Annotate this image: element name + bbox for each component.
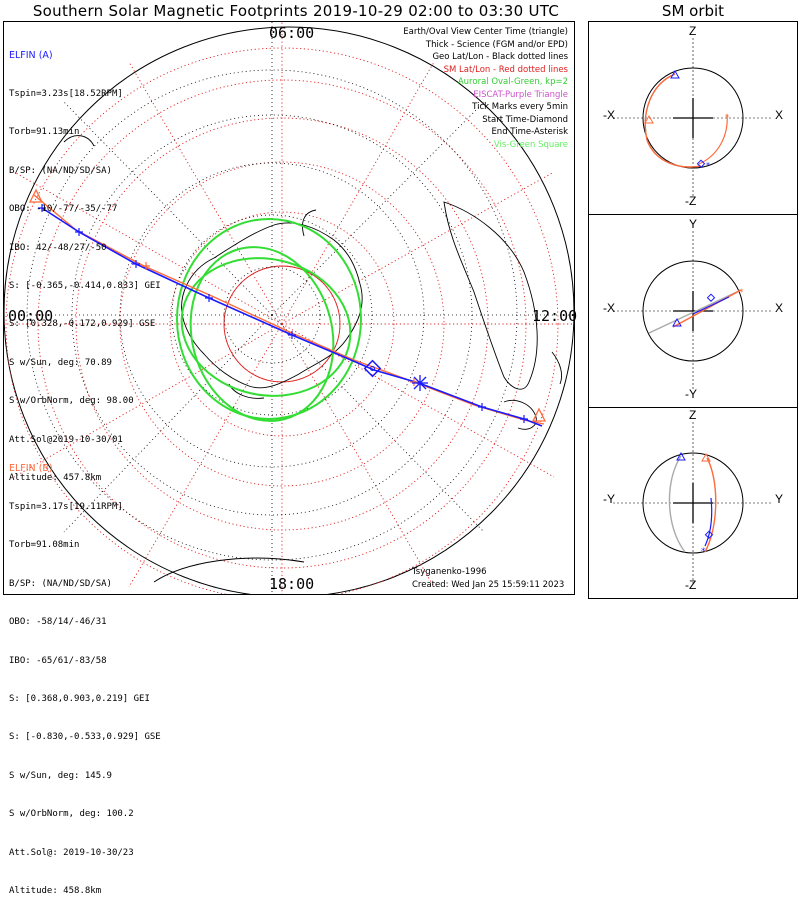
- legend-item: End Time-Asterisk: [491, 127, 568, 137]
- elfin-a-line: IBO: 42/-48/27/-50: [9, 242, 107, 253]
- legend-item: Auroral Oval-Green, kp=2: [457, 77, 568, 87]
- elfin-b-line: S w/Sun, deg: 145.9: [9, 770, 112, 781]
- start-diamond-dot: [370, 366, 375, 371]
- orbit-panel-xy: * Y -Y -X X: [588, 214, 798, 408]
- orbit-plot-xz: * *: [613, 38, 773, 198]
- credit-text: Tsyganenko-1996: [412, 567, 487, 577]
- axis-label-top: Y: [689, 217, 698, 231]
- legend-item: Earth/Oval View Center Time (triangle): [403, 27, 568, 37]
- elfin-a-line: S: [0.328,-0.172,0.929] GSE: [9, 319, 156, 330]
- elfin-b-line: Altitude: 458.8km: [9, 885, 102, 896]
- elfin-b-line: IBO: -65/61/-83/58: [9, 655, 107, 666]
- elfin-a-line: S w/Sun, deg: 70.89: [9, 357, 112, 368]
- axis-label-top: Z: [689, 408, 697, 422]
- view-center-triangle-a: [28, 188, 44, 203]
- legend-item: Vis-Green Square: [493, 139, 568, 150]
- view-center-triangle-b: [531, 407, 547, 422]
- mlt-label-top: 06:00: [269, 24, 315, 42]
- mlt-label-right: 12:00: [532, 307, 578, 325]
- orbit-panel-yz: * Z -Z -Y Y: [588, 407, 798, 599]
- legend-item: Tick Marks every 5min: [472, 102, 568, 112]
- legend-item: EISCAT-Purple Triangle: [473, 89, 568, 100]
- legend-item: Thick - Science (FGM and/or EPD): [425, 39, 568, 50]
- elfin-a-line: Tspin=3.23s[18.52RPM]: [9, 88, 123, 99]
- elfin-b-line: Att.Sol@: 2019-10-30/23: [9, 847, 134, 858]
- sm-grid: [4, 22, 574, 594]
- svg-text:*: *: [739, 288, 744, 298]
- continent-outlines: [63, 135, 563, 583]
- svg-text:*: *: [706, 161, 710, 170]
- orbit-plot-xy: *: [613, 231, 773, 391]
- mlt-label-left: 00:00: [8, 307, 54, 325]
- elfin-b-line: S: [0.368,0.903,0.219] GEI: [9, 693, 150, 704]
- earth-disc: [4, 26, 574, 594]
- axis-label-right: X: [775, 301, 784, 315]
- elfin-b-name: ELFIN (B): [9, 462, 53, 474]
- elfin-b-info: ELFIN (B) Tspin=3.17s[19.11RPM] Torb=91.…: [9, 437, 161, 923]
- orbit-title: SM orbit: [661, 2, 725, 20]
- axis-label-left: -X: [603, 108, 615, 122]
- axis-label-left: -Y: [603, 492, 615, 506]
- axis-label-right: Y: [775, 492, 784, 506]
- start-diamond: [363, 359, 382, 378]
- elfin-a-name: ELFIN (A): [9, 49, 53, 61]
- axis-label-left: -X: [603, 301, 615, 315]
- geo-grid: [4, 22, 574, 594]
- elfin-a-line: S: [-0.365,-0.414,0.833] GEI: [9, 280, 161, 291]
- orbit-panel-xz: * * Z -Z -X X: [588, 21, 798, 215]
- auroral-ovals: [176, 218, 362, 422]
- elfin-b-line: B/SP: (NA/ND/SD/SA): [9, 578, 112, 589]
- elfin-b-ticks: [142, 262, 418, 386]
- orbit-plot-yz: *: [613, 422, 773, 584]
- legend-item: SM Lat/Lon - Red dotted lines: [443, 64, 568, 75]
- elfin-b-line: S w/OrbNorm, deg: 100.2: [9, 809, 134, 820]
- end-asterisk: [412, 375, 428, 391]
- legend-item: Geo Lat/Lon - Black dotted lines: [432, 52, 568, 62]
- elfin-a-info: ELFIN (A) Tspin=3.23s[18.52RPM] Torb=91.…: [9, 24, 161, 510]
- legend: Earth/Oval View Center Time (triangle) T…: [403, 26, 568, 151]
- created-text: Created: Wed Jan 25 15:59:11 2023: [412, 580, 565, 590]
- axis-label-bottom: -Z: [685, 194, 697, 208]
- axis-label-top: Z: [689, 24, 697, 38]
- elfin-b-line: Torb=91.08min: [9, 540, 80, 551]
- svg-text:*: *: [701, 547, 706, 557]
- page-title: Southern Solar Magnetic Footprints 2019-…: [32, 2, 560, 20]
- elfin-b-line: S: [-0.830,-0.533,0.929] GSE: [9, 732, 161, 743]
- elfin-a-line: OBO: -10/-77/-35/-77: [9, 204, 118, 215]
- elfin-b-line: Tspin=3.17s[19.11RPM]: [9, 501, 123, 512]
- footprint-map-frame: ELFIN (A) Tspin=3.23s[18.52RPM] Torb=91.…: [3, 21, 578, 896]
- svg-text:*: *: [725, 113, 729, 122]
- elfin-a-line: B/SP: (NA/ND/SD/SA): [9, 165, 112, 176]
- elfin-a-line: Torb=91.13min: [9, 127, 80, 138]
- elfin-b-line: OBO: -58/14/-46/31: [9, 617, 107, 628]
- mlt-label-bottom: 18:00: [269, 575, 315, 593]
- elfin-a-track: [41, 207, 543, 427]
- elfin-a-line: Altitude: 457.8km: [9, 472, 102, 483]
- axis-label-bottom: -Y: [685, 387, 697, 401]
- elfin-a-line: S w/OrbNorm, deg: 98.00: [9, 396, 134, 407]
- legend-item: Start Time-Diamond: [482, 114, 568, 125]
- elfin-a-line: Att.Sol@2019-10-30/01: [9, 434, 123, 445]
- elfin-a-ticks: [38, 204, 528, 423]
- axis-label-bottom: -Z: [685, 578, 697, 592]
- polar-footprint-map: [4, 22, 574, 594]
- axis-label-right: X: [775, 108, 784, 122]
